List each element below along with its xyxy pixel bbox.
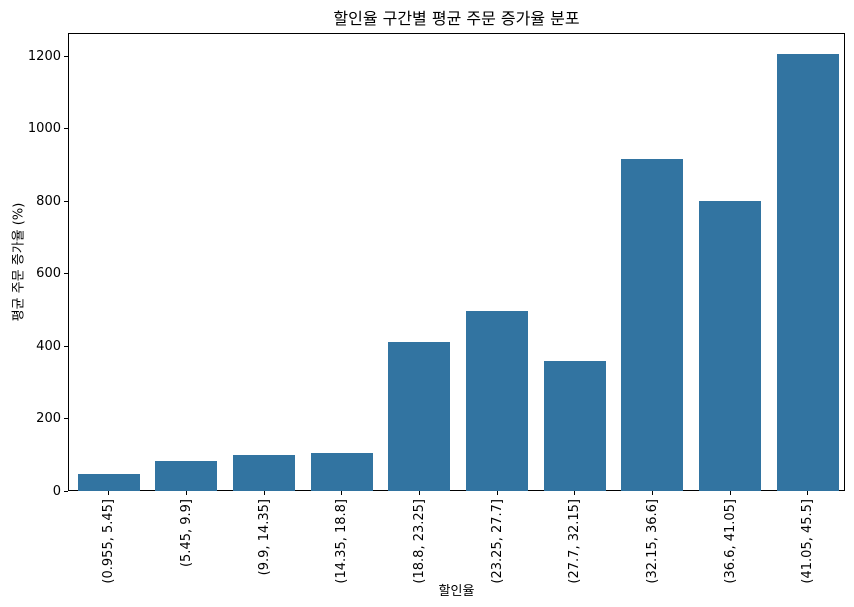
x-tick-label: (14.35, 18.8]	[334, 499, 350, 584]
x-tick-label: (41.05, 45.5]	[800, 499, 816, 584]
y-tick-mark	[64, 345, 68, 347]
bar	[543, 361, 606, 491]
y-tick-label: 1000	[27, 121, 61, 137]
x-tick-mark	[341, 491, 343, 495]
x-tick-label: (18.8, 23.25]	[411, 499, 427, 584]
x-tick-label: (5.45, 9.9]	[178, 499, 194, 568]
x-tick-label: (9.9, 14.35]	[256, 499, 272, 576]
y-tick-label: 600	[36, 266, 61, 282]
y-tick-label: 1200	[27, 49, 61, 64]
y-tick-label: 800	[36, 193, 61, 209]
chart-title: 할인율 구간별 평균 주문 증가율 분포	[333, 9, 580, 28]
x-axis-label: 할인율	[438, 584, 475, 599]
x-tick-mark	[729, 491, 731, 495]
x-tick-mark	[496, 491, 498, 495]
x-tick-mark	[418, 491, 420, 495]
bar	[388, 341, 451, 491]
bar	[77, 473, 140, 491]
bar	[310, 452, 373, 491]
y-tick-mark	[64, 418, 68, 420]
x-tick-mark	[651, 491, 653, 495]
x-tick-mark	[807, 491, 809, 495]
y-tick-mark	[64, 200, 68, 202]
y-tick-mark	[64, 56, 68, 57]
bar	[233, 455, 295, 491]
x-tick-mark	[185, 491, 187, 495]
x-tick-mark	[263, 491, 265, 495]
y-tick-label: 0	[52, 483, 61, 499]
y-tick-mark	[64, 128, 68, 130]
y-tick-label: 400	[36, 338, 61, 354]
bar	[776, 53, 839, 491]
bar	[155, 460, 218, 491]
y-axis-label: 평균 주문 증가율 (%)	[11, 202, 27, 322]
y-tick-label: 200	[36, 411, 61, 427]
bar	[699, 201, 761, 491]
x-tick-label: (23.25, 27.7]	[489, 499, 505, 584]
x-tick-label: (36.6, 41.05]	[722, 499, 738, 584]
x-tick-mark	[574, 491, 576, 495]
y-tick-mark	[64, 490, 68, 492]
y-tick-mark	[64, 273, 68, 275]
x-tick-label: (32.15, 36.6]	[644, 499, 660, 584]
bar	[621, 159, 684, 491]
x-tick-label: (0.955, 5.45]	[101, 499, 117, 584]
x-tick-label: (27.7, 32.15]	[567, 499, 583, 584]
x-tick-mark	[108, 491, 110, 495]
bar	[466, 311, 528, 491]
